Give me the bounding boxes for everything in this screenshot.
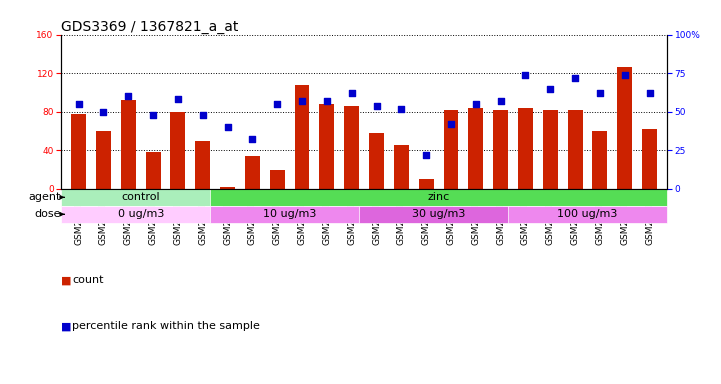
- Bar: [61, 206, 220, 223]
- Text: 10 ug/m3: 10 ug/m3: [263, 209, 317, 219]
- Point: [495, 98, 506, 104]
- Bar: [617, 67, 632, 189]
- Point: [371, 103, 382, 109]
- Point: [570, 74, 581, 81]
- Point: [222, 124, 234, 130]
- Point: [445, 121, 456, 127]
- Bar: [71, 114, 86, 189]
- Point: [73, 101, 84, 107]
- Point: [197, 112, 208, 118]
- Bar: [121, 100, 136, 189]
- Point: [147, 112, 159, 118]
- Text: 100 ug/m3: 100 ug/m3: [557, 209, 618, 219]
- Point: [272, 101, 283, 107]
- Text: ■: ■: [61, 321, 75, 331]
- Bar: [543, 110, 558, 189]
- Bar: [419, 179, 433, 189]
- Bar: [61, 189, 220, 206]
- Point: [594, 90, 606, 96]
- Bar: [211, 206, 369, 223]
- Bar: [567, 110, 583, 189]
- Bar: [245, 156, 260, 189]
- Text: dose: dose: [34, 209, 61, 219]
- Bar: [270, 169, 285, 189]
- Bar: [295, 85, 309, 189]
- Bar: [359, 206, 518, 223]
- Point: [98, 109, 110, 115]
- Bar: [443, 110, 459, 189]
- Text: count: count: [72, 275, 104, 285]
- Text: percentile rank within the sample: percentile rank within the sample: [72, 321, 260, 331]
- Point: [520, 71, 531, 78]
- Point: [420, 152, 432, 158]
- Bar: [220, 187, 235, 189]
- Bar: [508, 206, 667, 223]
- Bar: [170, 112, 185, 189]
- Point: [172, 96, 184, 103]
- Point: [644, 90, 655, 96]
- Point: [346, 90, 358, 96]
- Bar: [146, 152, 161, 189]
- Bar: [96, 131, 111, 189]
- Point: [544, 86, 556, 92]
- Bar: [211, 189, 667, 206]
- Text: GDS3369 / 1367821_a_at: GDS3369 / 1367821_a_at: [61, 20, 239, 33]
- Bar: [369, 133, 384, 189]
- Bar: [469, 108, 483, 189]
- Point: [470, 101, 482, 107]
- Point: [296, 98, 308, 104]
- Text: 0 ug/m3: 0 ug/m3: [118, 209, 164, 219]
- Bar: [394, 146, 409, 189]
- Point: [321, 98, 332, 104]
- Text: ■: ■: [61, 275, 75, 285]
- Bar: [344, 106, 359, 189]
- Text: zinc: zinc: [428, 192, 450, 202]
- Text: 30 ug/m3: 30 ug/m3: [412, 209, 465, 219]
- Bar: [195, 141, 211, 189]
- Text: agent: agent: [28, 192, 61, 202]
- Point: [123, 93, 134, 99]
- Point: [247, 136, 258, 142]
- Bar: [493, 110, 508, 189]
- Bar: [593, 131, 607, 189]
- Point: [396, 106, 407, 112]
- Text: control: control: [121, 192, 160, 202]
- Bar: [319, 104, 335, 189]
- Bar: [642, 129, 657, 189]
- Bar: [518, 108, 533, 189]
- Point: [619, 71, 630, 78]
